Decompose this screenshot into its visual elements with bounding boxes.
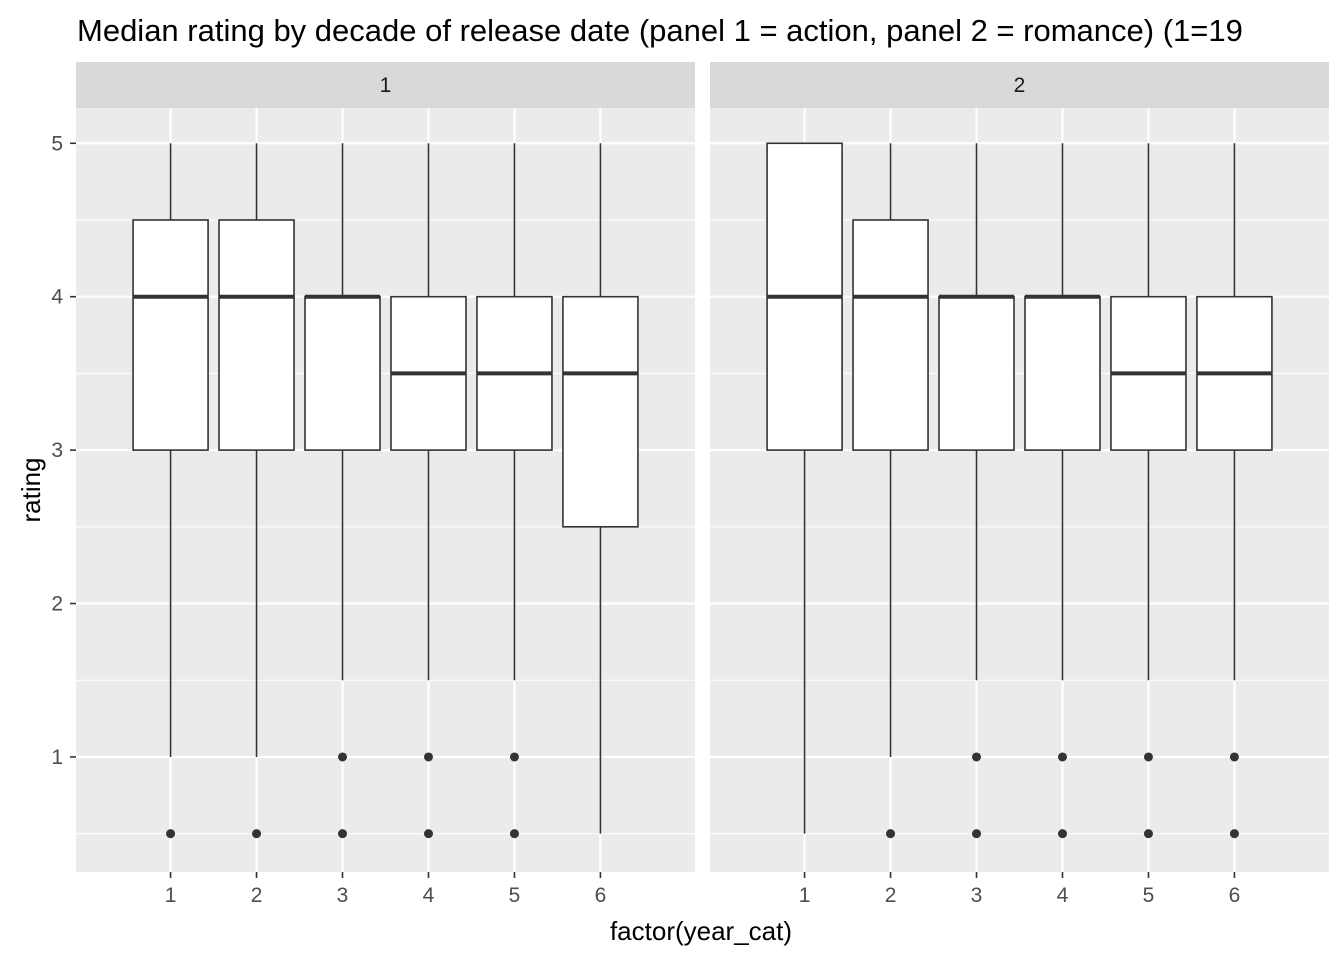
box-body (938, 295, 1015, 451)
outlier-point (1057, 829, 1067, 839)
box-5 (476, 143, 553, 839)
x-tick-label: 1 (799, 884, 811, 907)
outlier-point (972, 829, 982, 839)
box-body (1024, 295, 1101, 451)
y-axis: 1 2 3 4 5 (51, 132, 76, 769)
chart-title: Median rating by decade of release date … (77, 13, 1243, 48)
box-4 (390, 143, 467, 839)
outlier-point (423, 752, 433, 762)
y-tick-label: 2 (51, 593, 63, 616)
x-axis-title: factor(year_cat) (610, 916, 792, 946)
outlier-point (1229, 829, 1239, 839)
outlier-point (886, 829, 896, 839)
outlier-point (252, 829, 262, 839)
outlier-point (1143, 829, 1153, 839)
box-body (852, 219, 929, 451)
outlier-point (1057, 752, 1067, 762)
facet-strip-label: 1 (380, 74, 392, 97)
x-tick-label: 6 (595, 884, 607, 907)
box-body (218, 219, 295, 451)
x-tick-label: 1 (165, 884, 177, 907)
box-body (562, 295, 639, 528)
x-tick-label: 2 (251, 884, 263, 907)
x-tick-label: 4 (423, 884, 435, 907)
outlier-point (423, 829, 433, 839)
y-tick-label: 3 (51, 439, 63, 462)
box-body (132, 219, 209, 451)
outlier-point (1143, 752, 1153, 762)
y-axis-title: rating (16, 457, 46, 522)
x-tick-label: 6 (1229, 884, 1241, 907)
x-tick-label: 5 (1143, 884, 1155, 907)
outlier-point (972, 752, 982, 762)
box-2 (218, 143, 295, 839)
box-1 (766, 142, 843, 834)
x-tick-label: 3 (337, 884, 349, 907)
box-body (304, 295, 381, 451)
x-tick-label: 5 (509, 884, 521, 907)
facet-panel-1: 1 1 2 3 4 5 6 (76, 62, 695, 907)
x-tick-label: 2 (885, 884, 897, 907)
x-tick-label: 4 (1057, 884, 1069, 907)
outlier-point (338, 829, 348, 839)
facet-strip (76, 62, 695, 108)
box-6 (562, 143, 639, 834)
facet-panels: 1 1 2 3 4 5 6 2 1 2 3 4 5 6 (76, 62, 1329, 907)
facet-strip (710, 62, 1329, 108)
outlier-point (509, 752, 519, 762)
box-3 (938, 143, 1015, 839)
outlier-point (338, 752, 348, 762)
box-5 (1110, 143, 1187, 839)
outlier-point (509, 829, 519, 839)
y-tick-label: 4 (51, 286, 63, 309)
y-tick-label: 5 (51, 132, 63, 155)
x-tick-label: 3 (971, 884, 983, 907)
facet-strip-label: 2 (1014, 74, 1026, 97)
outlier-point (166, 829, 176, 839)
box-6 (1196, 143, 1273, 839)
box-1 (132, 143, 209, 839)
box-3 (304, 143, 381, 839)
box-4 (1024, 143, 1101, 839)
box-2 (852, 143, 929, 839)
y-tick-label: 1 (51, 746, 63, 769)
facet-panel-2: 2 1 2 3 4 5 6 (710, 62, 1329, 907)
outlier-point (1229, 752, 1239, 762)
